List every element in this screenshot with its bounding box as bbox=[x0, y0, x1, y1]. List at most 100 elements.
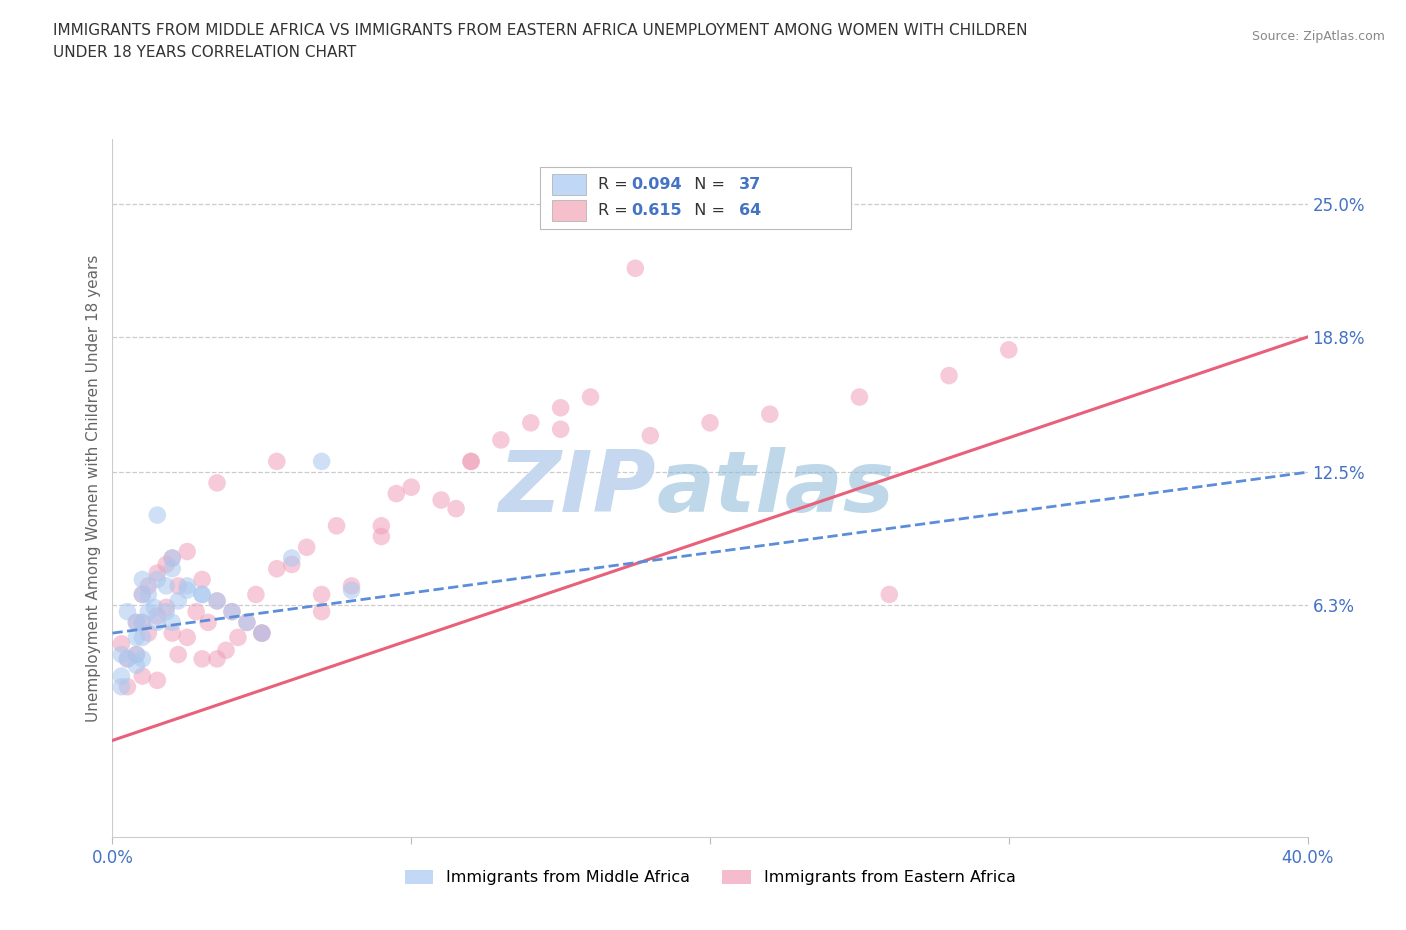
Point bbox=[167, 647, 190, 662]
Point bbox=[125, 658, 148, 672]
Point bbox=[131, 615, 153, 630]
Point bbox=[520, 416, 543, 431]
Text: ZIP: ZIP bbox=[499, 446, 657, 530]
Point bbox=[176, 583, 198, 598]
Point bbox=[162, 562, 183, 577]
Point bbox=[250, 626, 273, 641]
Point bbox=[250, 626, 273, 641]
Point bbox=[266, 562, 288, 577]
Point bbox=[550, 400, 572, 415]
Point bbox=[401, 480, 423, 495]
Point bbox=[162, 551, 183, 565]
Point bbox=[110, 679, 132, 694]
Point bbox=[236, 615, 259, 630]
Point bbox=[143, 600, 166, 615]
Text: IMMIGRANTS FROM MIDDLE AFRICA VS IMMIGRANTS FROM EASTERN AFRICA UNEMPLOYMENT AMO: IMMIGRANTS FROM MIDDLE AFRICA VS IMMIGRA… bbox=[53, 23, 1028, 60]
Point bbox=[162, 615, 183, 630]
Point bbox=[197, 615, 219, 630]
Point bbox=[131, 630, 153, 644]
Text: 64: 64 bbox=[738, 203, 761, 219]
Point bbox=[191, 651, 214, 666]
Point bbox=[385, 486, 408, 501]
Point bbox=[146, 565, 169, 580]
Point bbox=[186, 604, 208, 619]
Point bbox=[155, 557, 177, 572]
Point bbox=[340, 578, 363, 593]
Point bbox=[311, 454, 333, 469]
Point bbox=[125, 647, 148, 662]
Point bbox=[117, 679, 139, 694]
Point bbox=[295, 539, 318, 554]
Legend: Immigrants from Middle Africa, Immigrants from Eastern Africa: Immigrants from Middle Africa, Immigrant… bbox=[398, 863, 1022, 892]
Point bbox=[146, 608, 169, 623]
Point bbox=[138, 587, 160, 602]
Text: 0.615: 0.615 bbox=[631, 203, 682, 219]
Point bbox=[125, 615, 148, 630]
Point bbox=[938, 368, 960, 383]
Point bbox=[191, 587, 214, 602]
Point bbox=[155, 604, 177, 619]
Point bbox=[444, 501, 467, 516]
Point bbox=[167, 578, 190, 593]
Point bbox=[579, 390, 602, 405]
Point bbox=[125, 615, 148, 630]
Point bbox=[110, 669, 132, 684]
Point bbox=[138, 578, 160, 593]
Text: Source: ZipAtlas.com: Source: ZipAtlas.com bbox=[1251, 30, 1385, 43]
Text: atlas: atlas bbox=[657, 446, 894, 530]
Point bbox=[125, 647, 148, 662]
Point bbox=[250, 626, 273, 641]
Text: N =: N = bbox=[683, 203, 730, 219]
Point bbox=[117, 604, 139, 619]
Point bbox=[117, 651, 139, 666]
Point bbox=[998, 342, 1021, 357]
Point bbox=[138, 604, 160, 619]
Point bbox=[879, 587, 901, 602]
FancyBboxPatch shape bbox=[553, 200, 586, 221]
Point bbox=[205, 651, 228, 666]
Point bbox=[311, 604, 333, 619]
Point bbox=[138, 626, 160, 641]
Point bbox=[125, 630, 148, 644]
Point bbox=[848, 390, 870, 405]
Point bbox=[131, 669, 153, 684]
Point bbox=[162, 551, 183, 565]
Point bbox=[430, 493, 453, 508]
Point bbox=[759, 406, 782, 421]
Point bbox=[205, 475, 228, 490]
Point bbox=[340, 583, 363, 598]
Text: R =: R = bbox=[598, 178, 633, 193]
Point bbox=[155, 600, 177, 615]
Point bbox=[131, 587, 153, 602]
Point bbox=[176, 544, 198, 559]
Point bbox=[131, 651, 153, 666]
Point bbox=[155, 578, 177, 593]
Point bbox=[110, 636, 132, 651]
Y-axis label: Unemployment Among Women with Children Under 18 years: Unemployment Among Women with Children U… bbox=[86, 255, 101, 722]
Point bbox=[131, 572, 153, 587]
Text: 37: 37 bbox=[738, 178, 761, 193]
Point bbox=[215, 643, 238, 658]
Point bbox=[146, 508, 169, 523]
Point bbox=[117, 651, 139, 666]
Point bbox=[370, 518, 392, 533]
Point bbox=[221, 604, 243, 619]
Point bbox=[221, 604, 243, 619]
Point bbox=[460, 454, 482, 469]
Text: N =: N = bbox=[683, 178, 730, 193]
Point bbox=[131, 587, 153, 602]
Point bbox=[226, 630, 249, 644]
Point bbox=[236, 615, 259, 630]
Text: R =: R = bbox=[598, 203, 638, 219]
Point bbox=[176, 578, 198, 593]
Point bbox=[281, 551, 304, 565]
Point bbox=[311, 587, 333, 602]
Point bbox=[266, 454, 288, 469]
Point bbox=[325, 518, 347, 533]
Point bbox=[370, 529, 392, 544]
Point bbox=[162, 626, 183, 641]
Point bbox=[205, 593, 228, 608]
FancyBboxPatch shape bbox=[553, 175, 586, 195]
Point bbox=[146, 673, 169, 688]
Point bbox=[489, 432, 512, 447]
